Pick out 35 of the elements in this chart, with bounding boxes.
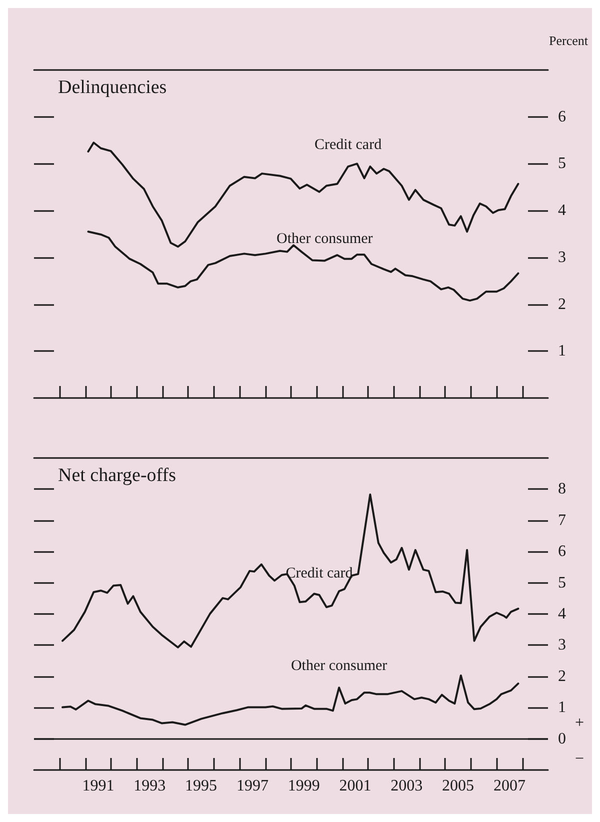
y-tick-label: 0	[558, 730, 566, 748]
y-tick-label: 1	[558, 699, 566, 716]
x-tick-label: 1991	[82, 778, 114, 794]
y-tick-label: 3	[558, 248, 566, 266]
chart-title: Delinquencies	[58, 77, 167, 98]
chart-title: Net charge-offs	[58, 465, 176, 486]
y-tick-label: 5	[558, 574, 566, 592]
x-tick-label: 2005	[442, 778, 474, 794]
x-tick-label: 2007	[493, 778, 526, 794]
x-tick-label: 1993	[134, 778, 166, 794]
line-series	[87, 230, 520, 302]
y-tick-label: 4	[558, 202, 566, 220]
series-label: Other consumer	[276, 231, 373, 248]
x-tick-label: 1997	[236, 778, 268, 794]
y-tick-label: 8	[558, 480, 566, 498]
x-tick-label: 1999	[288, 778, 320, 794]
x-tick-label: 2003	[390, 778, 423, 794]
y-tick-label: 6	[558, 543, 566, 560]
y-tick-label: 2	[558, 296, 566, 313]
line-series	[62, 494, 520, 648]
series-label: Credit card	[314, 137, 382, 154]
text: −	[574, 750, 584, 768]
y-tick-label: 6	[558, 108, 566, 126]
y-tick-label: 4	[558, 606, 566, 622]
y-tick-label: 7	[558, 512, 566, 529]
x-tick-label: 1995	[185, 778, 218, 794]
text: +	[574, 714, 584, 732]
x-tick-label: 2001	[339, 778, 372, 794]
y-tick-label: 3	[558, 636, 566, 654]
series-label: Other consumer	[290, 658, 388, 674]
y-axis-title: Percent	[549, 33, 588, 48]
y-tick-label: 5	[558, 155, 566, 172]
y-tick-label: 2	[558, 668, 566, 685]
line-series	[62, 674, 520, 726]
y-tick-label: 1	[558, 342, 566, 360]
